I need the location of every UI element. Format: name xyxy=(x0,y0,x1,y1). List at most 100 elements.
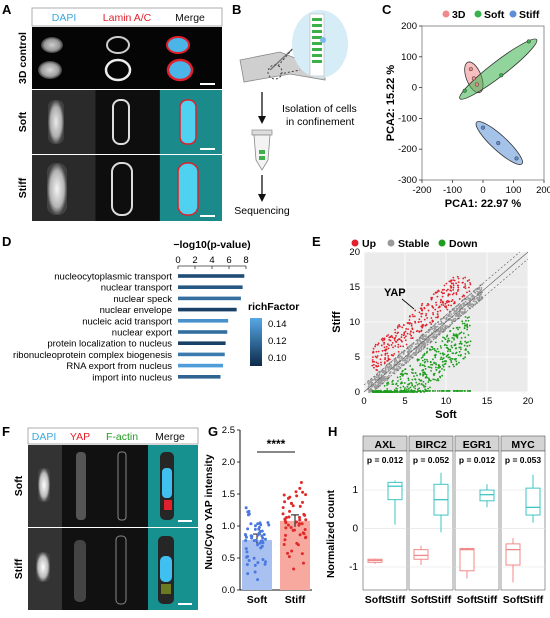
down-point xyxy=(392,383,395,386)
stable-point xyxy=(475,300,478,303)
stable-point xyxy=(422,337,425,340)
up-point xyxy=(405,335,407,338)
micrograph-3d-row xyxy=(32,27,222,89)
h-y-ticks: 1 0 -1 xyxy=(349,485,358,573)
up-point xyxy=(442,304,445,307)
stable-point xyxy=(376,378,379,381)
stable-point xyxy=(471,305,474,308)
down-point xyxy=(467,341,469,343)
up-point xyxy=(412,331,415,334)
down-point xyxy=(386,387,389,390)
g-data-point xyxy=(297,522,301,526)
g-data-point xyxy=(298,518,302,522)
up-point xyxy=(444,302,447,305)
stable-point xyxy=(476,297,478,300)
go-bar xyxy=(178,319,229,323)
up-point xyxy=(458,298,461,300)
down-point xyxy=(443,344,446,347)
g-data-point xyxy=(263,562,267,566)
facet-panel xyxy=(362,450,408,591)
legend-stable: Stable xyxy=(398,238,430,250)
stable-point xyxy=(419,340,422,343)
down-point xyxy=(458,342,461,345)
down-point xyxy=(414,387,417,390)
down-point xyxy=(411,378,414,381)
up-point xyxy=(392,346,394,349)
up-point xyxy=(443,292,445,294)
up-point xyxy=(420,304,423,307)
stable-point xyxy=(478,290,481,293)
down-point xyxy=(399,375,402,378)
down-point xyxy=(414,385,417,387)
up-point xyxy=(385,335,388,338)
g-data-point xyxy=(250,534,254,538)
down-point xyxy=(374,390,376,392)
down-point xyxy=(464,353,467,355)
up-point xyxy=(450,282,453,285)
down-point xyxy=(455,333,458,336)
up-point xyxy=(447,294,450,297)
down-point xyxy=(422,380,425,383)
down-point xyxy=(429,386,431,389)
stable-point xyxy=(392,371,394,374)
stable-point xyxy=(435,335,438,337)
down-point xyxy=(424,373,427,375)
up-point xyxy=(392,354,395,357)
down-point xyxy=(435,368,438,371)
up-point xyxy=(420,309,423,311)
down-point xyxy=(408,382,411,385)
down-point xyxy=(401,382,404,384)
down-point xyxy=(463,324,466,327)
stable-point xyxy=(425,334,427,336)
down-point xyxy=(455,360,458,363)
up-point xyxy=(410,330,412,333)
scatter-y-label: Stiff xyxy=(331,311,343,333)
facet-p-value: p = 0.012 xyxy=(367,455,403,465)
header-dapi: DAPI xyxy=(52,12,77,24)
down-point xyxy=(460,331,463,334)
pca-point xyxy=(474,82,479,87)
go-term-label: nucleocytoplasmic transport xyxy=(54,272,172,283)
down-point xyxy=(433,362,436,365)
up-point xyxy=(375,361,378,364)
stable-point xyxy=(450,313,453,316)
up-point xyxy=(371,356,374,359)
f-row-stiff: Stiff xyxy=(13,558,25,579)
up-point xyxy=(388,338,391,341)
isolation-text-1: Isolation of cells xyxy=(282,103,357,115)
stable-point xyxy=(380,373,383,376)
up-point xyxy=(435,304,438,306)
h-x-tick-label: Stiff xyxy=(431,594,452,606)
up-point xyxy=(400,333,403,336)
up-point xyxy=(469,281,471,284)
stable-point xyxy=(423,335,426,337)
down-point xyxy=(468,316,470,319)
up-point xyxy=(453,279,456,282)
up-point xyxy=(411,337,414,339)
g-data-point xyxy=(267,523,271,527)
down-point xyxy=(427,387,430,390)
g-data-point xyxy=(262,533,266,537)
down-point xyxy=(422,390,424,392)
down-point xyxy=(443,353,446,356)
stable-point xyxy=(374,383,377,386)
up-point xyxy=(414,309,417,312)
facet-egr1: EGR1 p = 0.012 Soft Stiff xyxy=(454,435,500,606)
stable-point xyxy=(428,329,431,332)
stable-point xyxy=(398,353,401,356)
stable-point xyxy=(455,318,457,321)
up-point xyxy=(410,337,413,340)
up-point xyxy=(394,345,397,347)
richfactor-tick-1: 0.14 xyxy=(268,319,287,330)
up-point xyxy=(420,330,422,333)
down-point xyxy=(448,348,450,351)
down-point xyxy=(445,344,448,347)
up-point xyxy=(400,336,403,339)
go-bar xyxy=(178,341,226,345)
up-point xyxy=(379,358,382,361)
g-data-point xyxy=(296,543,300,547)
up-point xyxy=(462,294,465,297)
stable-point xyxy=(469,293,471,296)
down-point xyxy=(427,377,430,380)
up-point xyxy=(394,340,397,343)
